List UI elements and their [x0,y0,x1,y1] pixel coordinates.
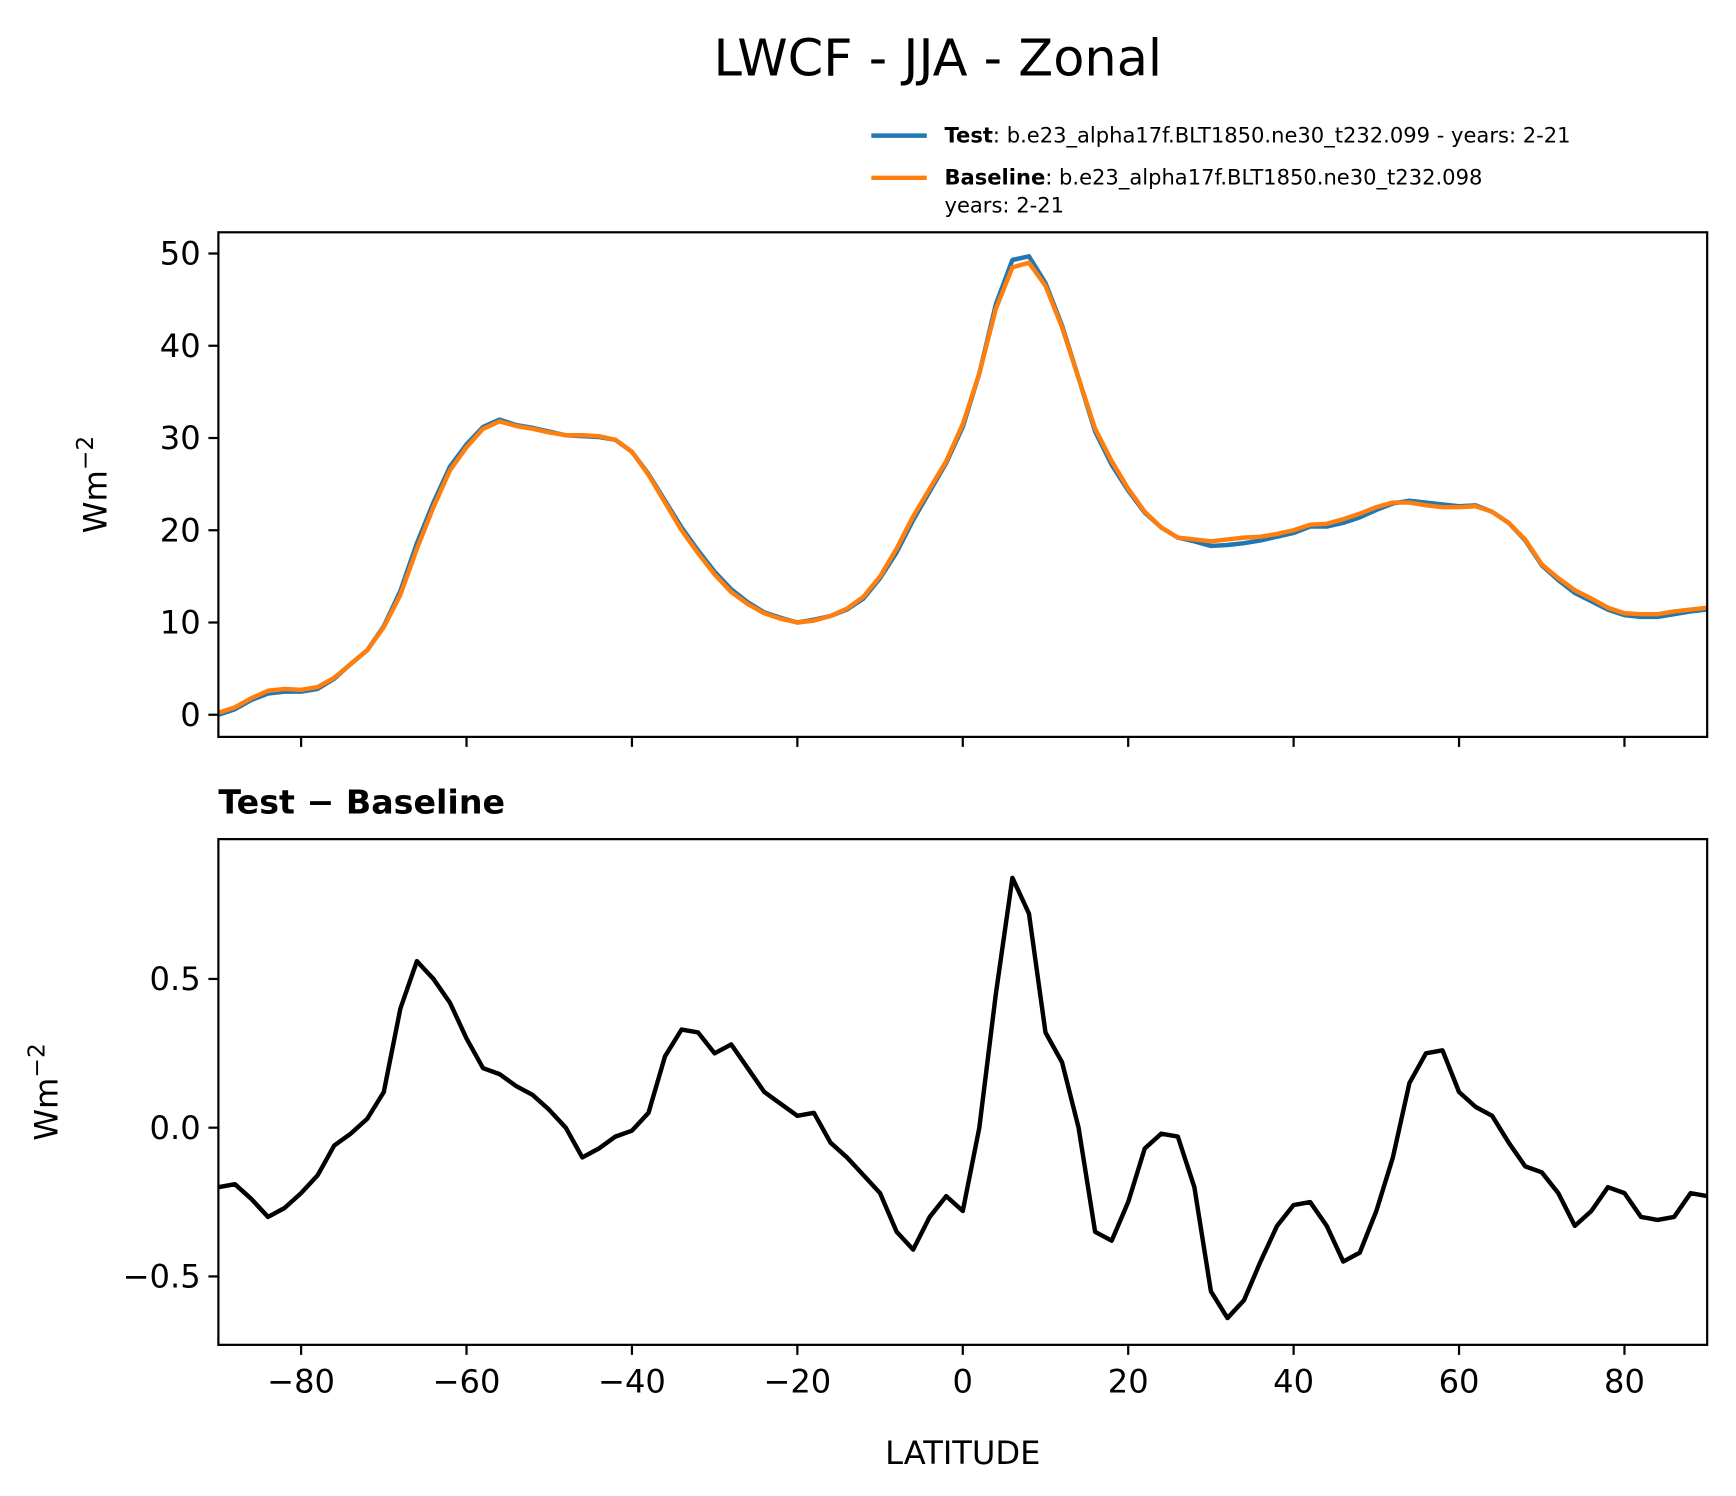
y-axis-label: Wm−2 [72,436,114,534]
y-tick-label: 0.5 [150,960,201,998]
legend-description: years: 2-21 [944,192,1064,217]
y-tick-label: 40 [160,327,201,365]
series-line [218,260,1708,716]
axes-frame [217,231,1709,738]
legend-description: : b.e23_alpha17f.BLT1850.ne30_t232.099 -… [993,122,1571,148]
y-axis-label-sup: −2 [72,436,99,470]
y-tick-label: 0.0 [150,1109,201,1147]
y-tick-label: 20 [160,511,201,549]
y-tick-label: −0.5 [123,1258,201,1296]
axes-frame [217,838,1709,1346]
x-tick-label: 40 [1273,1363,1314,1401]
legend-description: : b.e23_alpha17f.BLT1850.ne30_t232.098 [1045,164,1482,190]
x-tick-label: −40 [598,1363,666,1401]
x-tick-label: 0 [953,1363,973,1401]
x-tick-label: 60 [1439,1363,1480,1401]
y-axis-label-sup: −2 [23,1043,50,1077]
legend-name: Test [944,122,992,147]
x-tick-label: −60 [433,1363,501,1401]
chart-title: LWCF - JJA - Zonal [714,30,1163,89]
difference-line [218,875,1708,1321]
legend-label: Baseline: b.e23_alpha17f.BLT1850.ne30_t2… [944,164,1482,190]
y-axis-label: Wm−2 [23,1043,65,1141]
x-axis-label: LATITUDE [885,1434,1040,1472]
panel-title: Test − Baseline [218,783,505,822]
y-axis-label-base: Wm [28,1078,66,1141]
legend-label: Test: b.e23_alpha17f.BLT1850.ne30_t232.0… [944,122,1570,148]
x-tick-label: −20 [763,1363,831,1401]
x-tick-label: −80 [267,1363,335,1401]
y-tick-label: 50 [160,235,201,273]
x-tick-label: 80 [1604,1363,1645,1401]
x-tick-label: 20 [1108,1363,1149,1401]
y-tick-label: 10 [160,604,201,642]
legend-label: years: 2-21 [944,192,1064,217]
y-axis-label-base: Wm [76,470,114,533]
y-tick-label: 0 [180,696,200,734]
y-tick-label: 30 [160,419,201,457]
legend-name: Baseline [944,164,1045,189]
